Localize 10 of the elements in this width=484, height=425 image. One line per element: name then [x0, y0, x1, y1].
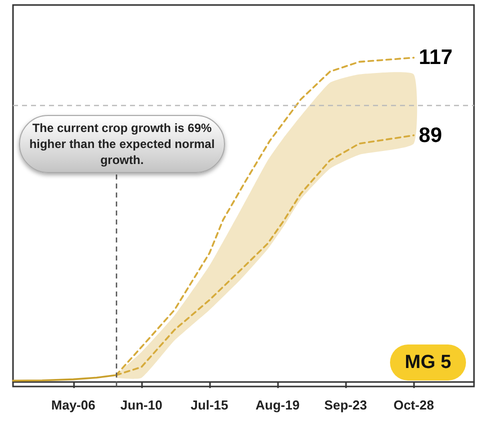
x-tick-label: May-06: [51, 398, 96, 412]
x-tick-label: Sep-23: [324, 398, 367, 412]
data-label: 117: [418, 46, 453, 70]
x-tick-label: Aug-19: [256, 398, 300, 412]
annotation: MG 5: [404, 352, 452, 373]
x-tick-label: Jun-10: [120, 398, 162, 412]
data-label: 89: [418, 124, 442, 147]
x-tick-label: Oct-28: [393, 398, 434, 412]
x-tick-label: Jul-15: [190, 398, 228, 412]
callout-bubble: The current crop growth is 69% higher than the expected normal growth.: [19, 114, 225, 173]
